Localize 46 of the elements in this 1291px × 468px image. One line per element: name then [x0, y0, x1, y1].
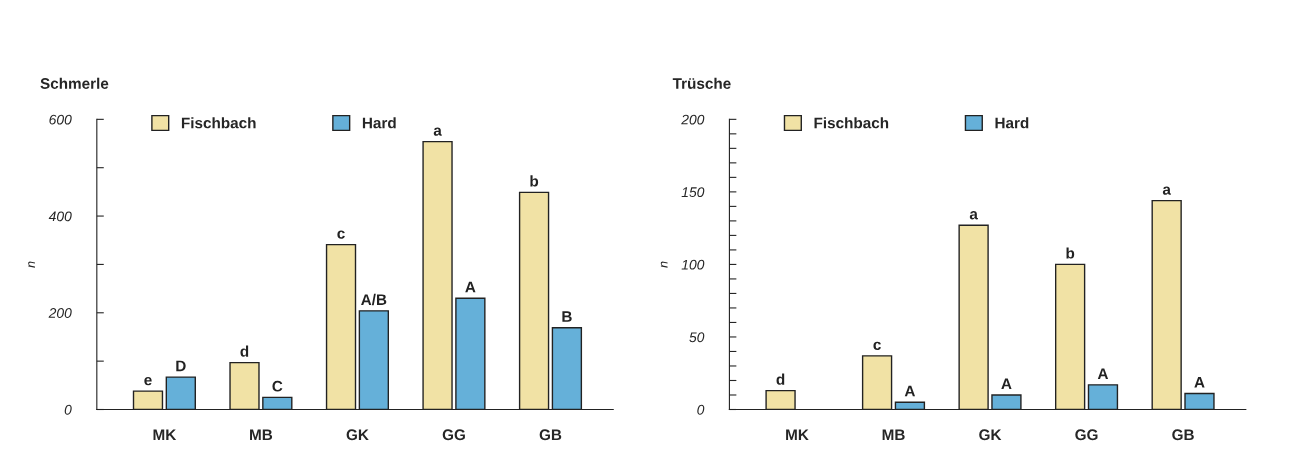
data-label: C: [272, 380, 283, 392]
data-label: d: [776, 373, 785, 385]
data-label: b: [530, 175, 539, 187]
legend-label: Fischbach: [814, 117, 889, 129]
data-label: A: [1097, 368, 1109, 379]
x-tick-label: GB: [1172, 429, 1194, 441]
y-tick-label: 200: [48, 308, 72, 318]
data-label: A: [1194, 377, 1205, 388]
legend-label: Hard: [362, 117, 396, 129]
y-tick-label: 50: [689, 332, 705, 343]
x-tick-label: GK: [979, 429, 1002, 441]
y-tick-label: 100: [681, 259, 705, 270]
y-tick-label: 0: [64, 404, 72, 415]
y-tick-label: 150: [681, 187, 705, 198]
data-label: A: [904, 385, 916, 397]
x-tick-label: MB: [882, 429, 905, 441]
data-label: A/B: [361, 293, 387, 306]
data-label: c: [873, 341, 881, 351]
legend-label: Hard: [995, 117, 1029, 129]
x-tick-label: MK: [786, 429, 809, 441]
data-label: e: [144, 376, 152, 386]
y-axis-title: n: [660, 261, 668, 268]
x-tick-label: GG: [442, 429, 465, 441]
data-label: d: [240, 345, 249, 357]
data-label: a: [969, 211, 978, 220]
data-label: B: [562, 311, 572, 322]
x-tick-label: GB: [539, 429, 562, 441]
y-tick-label: 200: [681, 114, 705, 125]
chart-title: Schmerle: [40, 77, 109, 89]
data-label: A: [1001, 378, 1012, 390]
y-tick-label: 600: [49, 114, 72, 125]
legend-label: Fischbach: [181, 117, 256, 129]
data-label: b: [1066, 247, 1075, 259]
data-label: A: [465, 281, 476, 293]
data-label: c: [337, 230, 345, 239]
y-tick-label: 400: [48, 211, 72, 222]
data-label: a: [433, 127, 442, 136]
y-axis-title: n: [28, 261, 35, 268]
chart-title: Trüsche: [672, 77, 731, 89]
x-tick-label: GG: [1075, 429, 1098, 441]
x-tick-label: MK: [153, 429, 177, 441]
data-label: a: [1162, 186, 1172, 195]
x-tick-label: MB: [250, 429, 273, 441]
y-tick-label: 0: [697, 404, 705, 415]
x-tick-label: GK: [346, 429, 369, 441]
data-label: D: [176, 360, 186, 372]
